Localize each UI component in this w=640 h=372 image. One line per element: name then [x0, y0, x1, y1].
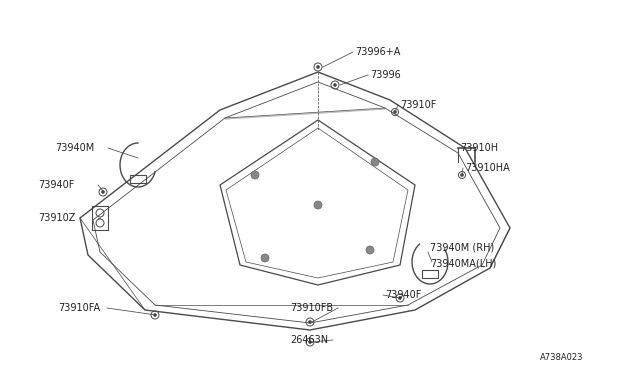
Circle shape	[366, 246, 374, 254]
Circle shape	[333, 83, 337, 87]
Circle shape	[399, 296, 401, 299]
Circle shape	[308, 321, 312, 324]
Text: 73996: 73996	[370, 70, 401, 80]
Text: 73910FB: 73910FB	[290, 303, 333, 313]
Circle shape	[251, 171, 259, 179]
Circle shape	[394, 110, 397, 113]
Text: 73910F: 73910F	[400, 100, 436, 110]
Text: 73940M: 73940M	[55, 143, 94, 153]
Circle shape	[261, 254, 269, 262]
Text: 73940M (RH): 73940M (RH)	[430, 243, 494, 253]
Circle shape	[308, 340, 312, 343]
Text: 73910FA: 73910FA	[58, 303, 100, 313]
Text: 73910Z: 73910Z	[38, 213, 76, 223]
Text: 73940F: 73940F	[38, 180, 74, 190]
Circle shape	[102, 190, 104, 193]
Circle shape	[371, 158, 379, 166]
Text: 73910HA: 73910HA	[465, 163, 509, 173]
Circle shape	[461, 173, 463, 176]
Circle shape	[317, 65, 319, 68]
Text: A738A023: A738A023	[540, 353, 584, 362]
Text: 73996+A: 73996+A	[355, 47, 401, 57]
Text: 73910H: 73910H	[460, 143, 498, 153]
Circle shape	[154, 314, 157, 317]
Text: 73940F: 73940F	[385, 290, 421, 300]
Circle shape	[314, 201, 322, 209]
Text: 26463N: 26463N	[290, 335, 328, 345]
Text: 73940MA(LH): 73940MA(LH)	[430, 258, 497, 268]
